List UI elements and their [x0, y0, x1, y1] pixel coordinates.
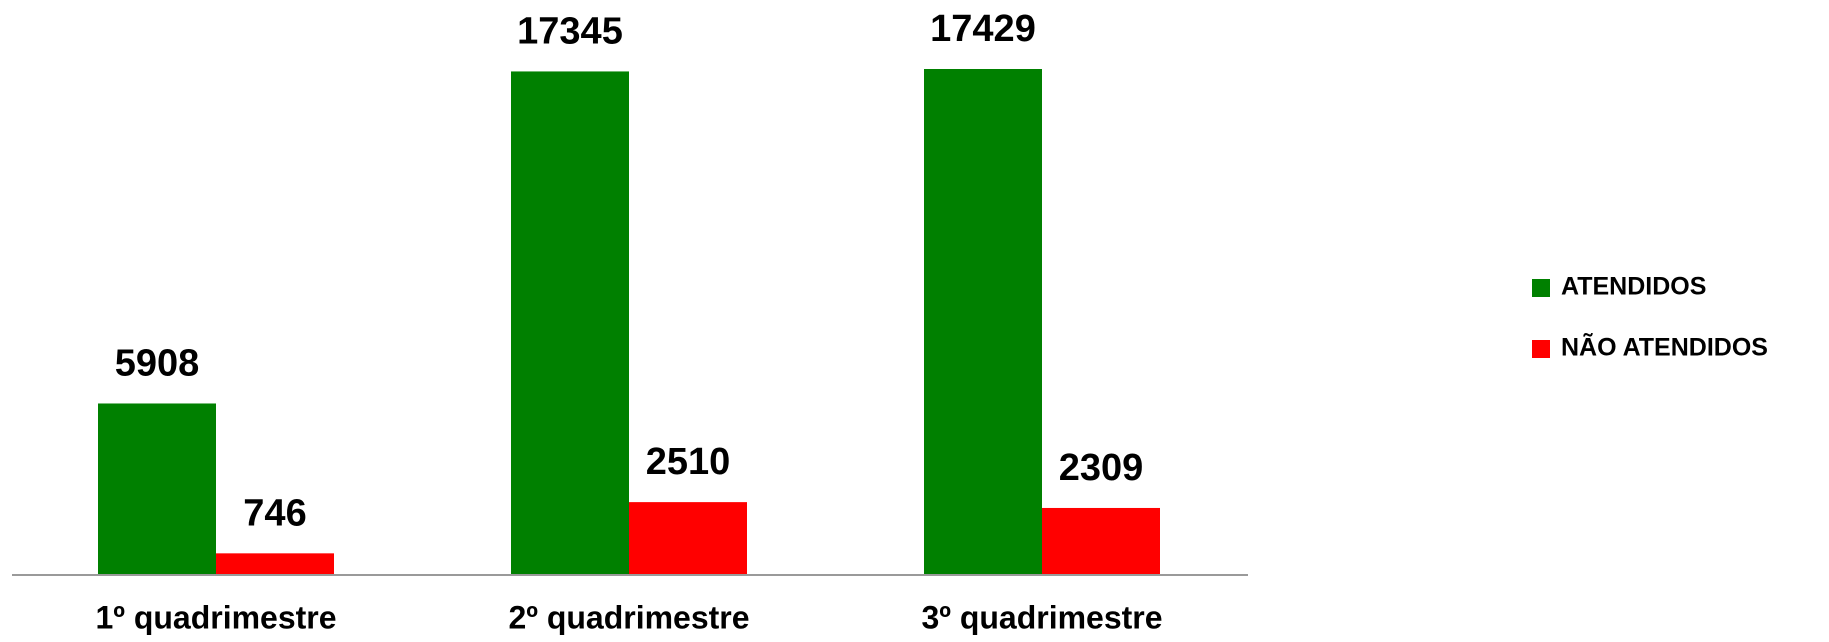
bar: [511, 71, 629, 576]
legend-swatch: [1532, 340, 1550, 358]
data-label: 2309: [1059, 447, 1144, 489]
data-label: 5908: [115, 343, 200, 385]
bar: [924, 69, 1042, 575]
x-tick-label: 2º quadrimestre: [508, 599, 749, 635]
data-label: 746: [243, 492, 306, 534]
data-label: 2510: [646, 441, 731, 483]
x-tick-label: 1º quadrimestre: [95, 599, 336, 635]
legend-swatch: [1532, 279, 1550, 297]
data-label: 17345: [517, 10, 623, 52]
bar: [216, 553, 334, 575]
data-label: 17429: [930, 8, 1036, 50]
bar: [629, 502, 747, 575]
bar: [1042, 507, 1160, 575]
x-tick-label: 3º quadrimestre: [921, 599, 1162, 635]
bar: [98, 403, 216, 575]
legend-label: ATENDIDOS: [1561, 273, 1706, 301]
legend-label: NÃO ATENDIDOS: [1561, 332, 1768, 362]
